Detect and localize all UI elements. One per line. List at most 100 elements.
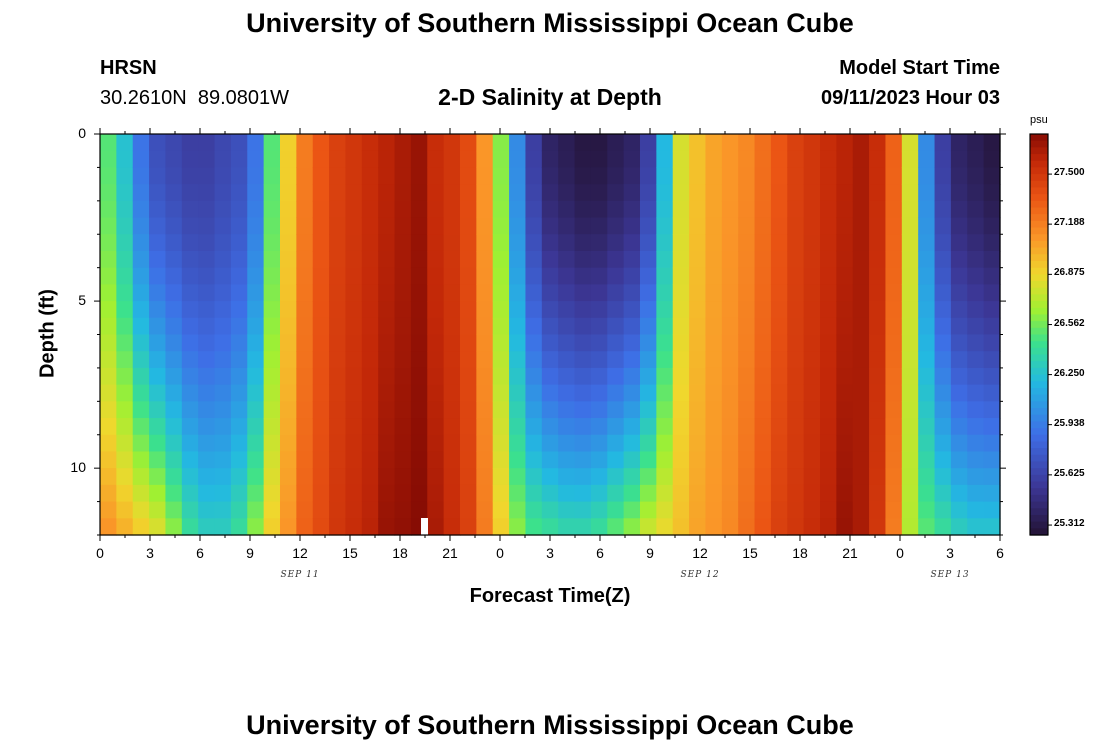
heatmap-cell — [950, 234, 968, 252]
heatmap-cell — [329, 317, 347, 336]
heatmap-cell — [836, 384, 854, 402]
heatmap-cell — [443, 434, 461, 453]
heatmap-cell — [541, 267, 559, 285]
heatmap-cell — [378, 134, 396, 152]
heatmap-cell — [492, 184, 510, 202]
heatmap-cell — [280, 484, 297, 503]
heatmap-cell — [361, 167, 379, 185]
heatmap-cell — [460, 334, 477, 352]
heatmap-cell — [983, 301, 1001, 319]
heatmap-cell — [950, 434, 968, 453]
heatmap-cell — [312, 284, 330, 302]
heatmap-cell — [443, 384, 461, 402]
heatmap-cell — [803, 451, 821, 469]
heatmap-cell — [803, 200, 821, 219]
colorbar-segment — [1030, 167, 1048, 175]
heatmap-cell — [247, 234, 265, 252]
colorbar-segment — [1030, 387, 1048, 396]
heatmap-cell — [476, 501, 494, 519]
heatmap-cell — [443, 334, 461, 352]
heatmap-cell — [885, 484, 903, 503]
heatmap-cell — [820, 217, 837, 235]
heatmap-cell — [770, 468, 788, 486]
heatmap-cell — [770, 267, 788, 285]
heatmap-cell — [950, 284, 968, 302]
heatmap-cell — [967, 150, 985, 169]
heatmap-cell — [590, 267, 608, 285]
heatmap-cell — [590, 418, 608, 436]
heatmap-cell — [558, 234, 576, 252]
colorbar-segment — [1030, 421, 1048, 429]
heatmap-cell — [410, 217, 428, 235]
heatmap-cell — [165, 150, 183, 169]
heatmap-cell — [509, 217, 527, 235]
heatmap-cell — [836, 167, 854, 185]
heatmap-cell — [345, 317, 363, 336]
heatmap-cell — [869, 351, 887, 369]
heatmap-cell — [901, 501, 919, 519]
heatmap-cell — [770, 150, 788, 169]
heatmap-cell — [165, 351, 183, 369]
heatmap-cell — [476, 184, 494, 202]
heatmap-cell — [525, 184, 543, 202]
heatmap-cell — [836, 200, 854, 219]
heatmap-cell — [198, 317, 216, 336]
heatmap-cell — [689, 284, 707, 302]
heatmap-cell — [918, 367, 936, 386]
heatmap-cell — [149, 184, 167, 202]
heatmap-cell — [787, 250, 805, 269]
heatmap-cell — [901, 234, 919, 252]
colorbar-segment — [1030, 448, 1048, 456]
heatmap-cell — [378, 317, 396, 336]
heatmap-cell — [640, 518, 657, 536]
heatmap-cell — [787, 184, 805, 202]
heatmap-cell — [918, 351, 936, 369]
heatmap-cell — [509, 434, 527, 453]
heatmap-cell — [100, 317, 117, 336]
heatmap-cell — [721, 267, 739, 285]
heatmap-cell — [378, 384, 396, 402]
heatmap-cell — [116, 200, 134, 219]
heatmap-cell — [149, 351, 167, 369]
heatmap-cell — [640, 184, 657, 202]
heatmap-cell — [869, 234, 887, 252]
heatmap-cell — [280, 451, 297, 469]
heatmap-cell — [689, 501, 707, 519]
heatmap-cell — [754, 184, 772, 202]
heatmap-cell — [443, 484, 461, 503]
heatmap-cell — [230, 134, 248, 152]
colorbar-segment — [1030, 334, 1048, 342]
heatmap-cell — [656, 501, 674, 519]
heatmap-cell — [509, 384, 527, 402]
heatmap-cell — [509, 451, 527, 469]
heatmap-cell — [230, 351, 248, 369]
heatmap-cell — [820, 150, 837, 169]
heatmap-cell — [967, 250, 985, 269]
heatmap-cell — [165, 501, 183, 519]
heatmap-cell — [672, 418, 690, 436]
heatmap-cell — [230, 434, 248, 453]
heatmap-cell — [623, 401, 641, 419]
heatmap-cell — [476, 217, 494, 235]
heatmap-cell — [394, 401, 412, 419]
heatmap-cell — [132, 250, 150, 269]
colorbar-segment — [1030, 474, 1048, 483]
heatmap-cell — [361, 250, 379, 269]
heatmap-cell — [410, 250, 428, 269]
heatmap-cell — [525, 351, 543, 369]
heatmap-cell — [525, 250, 543, 269]
heatmap-cell — [558, 150, 576, 169]
heatmap-cell — [934, 484, 952, 503]
heatmap-cell — [525, 384, 543, 402]
heatmap-cell — [263, 217, 281, 235]
heatmap-cell — [836, 434, 854, 453]
heatmap-cell — [836, 150, 854, 169]
heatmap-cell — [738, 317, 756, 336]
heatmap-cell — [247, 167, 265, 185]
heatmap-cell — [721, 401, 739, 419]
heatmap-cell — [280, 250, 297, 269]
heatmap-cell — [116, 434, 134, 453]
heatmap-cell — [116, 301, 134, 319]
heatmap-cell — [787, 468, 805, 486]
colorbar-segment — [1030, 461, 1048, 469]
